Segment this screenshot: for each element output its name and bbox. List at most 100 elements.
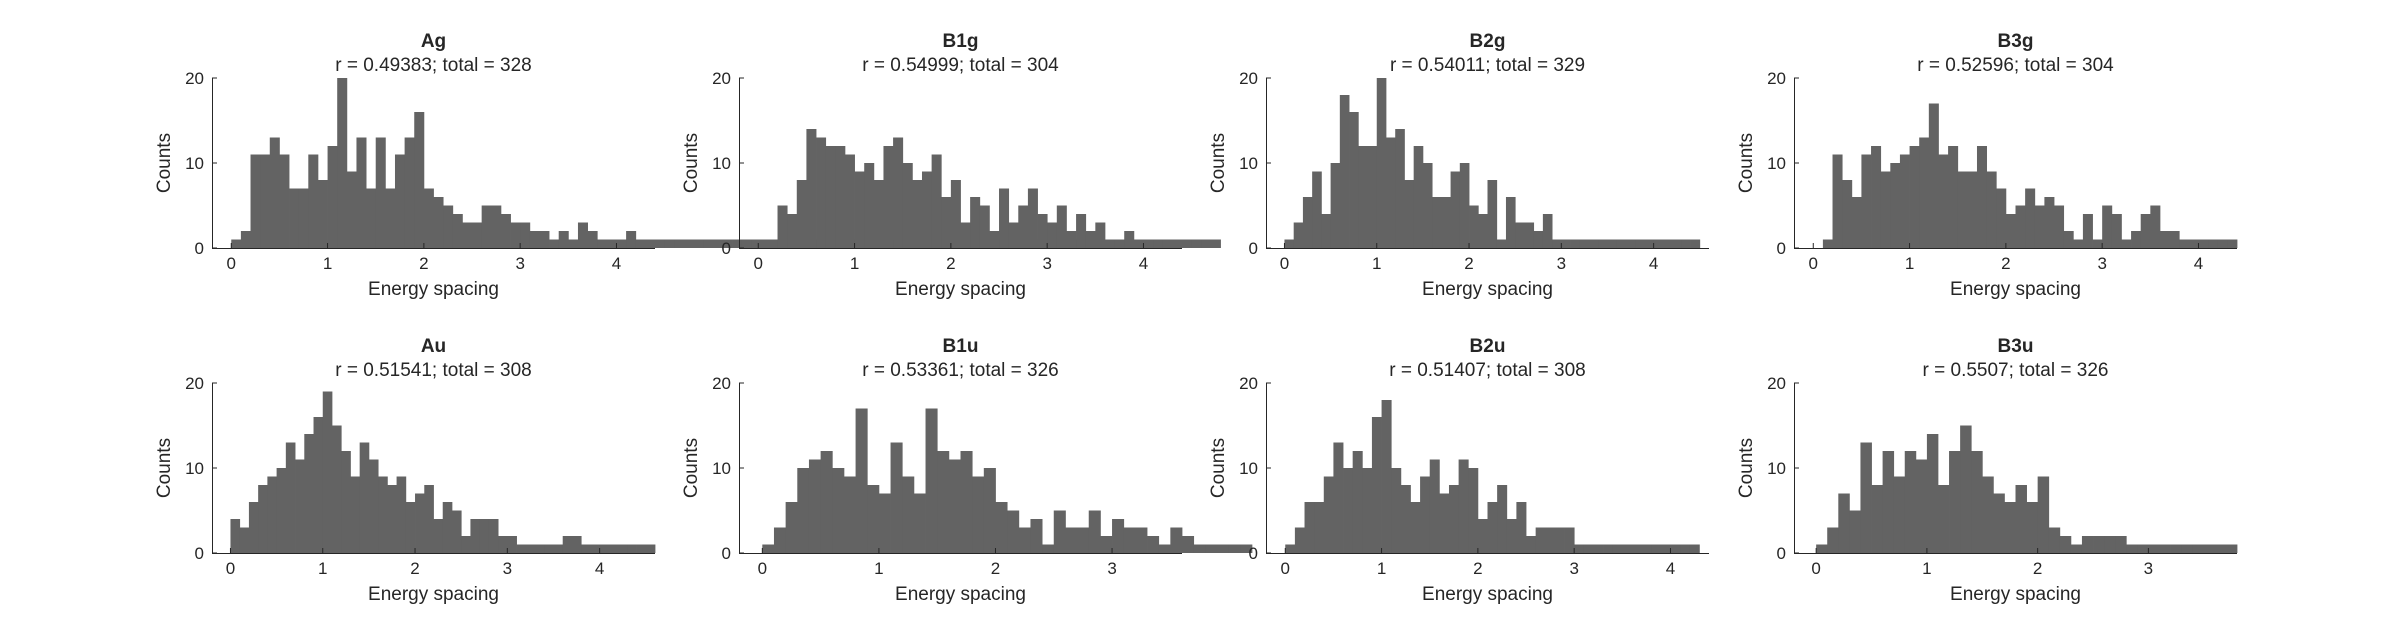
- y-tick-label: 10: [712, 459, 731, 478]
- histogram-bar: [2102, 205, 2113, 248]
- histogram-bar: [1114, 239, 1125, 248]
- x-tick-label: 3: [2144, 559, 2153, 578]
- histogram-bar: [1849, 510, 1861, 553]
- histogram-bar: [1871, 146, 1882, 248]
- histogram-bar: [1422, 163, 1433, 248]
- histogram-bar: [2159, 231, 2170, 248]
- histogram-bar: [873, 180, 884, 248]
- histogram-bar: [1871, 485, 1883, 553]
- histogram-bar: [267, 476, 278, 553]
- histogram-bar: [308, 154, 319, 248]
- histogram-bar: [606, 239, 617, 248]
- histogram-bar: [808, 459, 822, 553]
- chart-title: B3g: [1998, 31, 2034, 52]
- histogram-bar: [1201, 239, 1212, 248]
- histogram-bar: [1182, 536, 1195, 553]
- chart-title: Ag: [421, 31, 446, 52]
- histogram-bar: [1400, 485, 1411, 553]
- histogram-bar: [787, 214, 798, 248]
- histogram-bar: [1478, 214, 1488, 248]
- histogram-bar: [230, 519, 241, 553]
- histogram-bar: [405, 502, 416, 553]
- histogram-bar: [1593, 544, 1604, 553]
- histogram-bar: [1123, 527, 1136, 553]
- chart-subtitle: r = 0.49383; total = 328: [335, 55, 532, 76]
- histogram-bar: [864, 163, 875, 248]
- x-tick-label: 0: [754, 254, 763, 273]
- histogram-bar: [1904, 451, 1917, 553]
- histogram-bar: [322, 391, 333, 553]
- histogram-bar: [1413, 146, 1424, 248]
- histogram-bar: [925, 408, 938, 553]
- chart-subtitle: r = 0.51541; total = 308: [335, 360, 532, 381]
- histogram-bar: [2048, 527, 2061, 553]
- histogram-bar: [1371, 417, 1382, 553]
- histogram-bar: [760, 239, 771, 248]
- histogram-bar: [1552, 239, 1562, 248]
- histogram-bar: [1986, 171, 1997, 248]
- histogram-bar: [1240, 544, 1253, 553]
- histogram-bar: [1210, 239, 1221, 248]
- histogram-bar: [1077, 527, 1090, 553]
- histogram-bar: [785, 502, 798, 553]
- x-tick-label: 3: [1042, 254, 1051, 273]
- histogram-bar: [854, 171, 865, 248]
- histogram-bar: [327, 146, 338, 248]
- histogram-bar: [571, 536, 582, 553]
- histogram-bar: [1967, 171, 1978, 248]
- y-tick-label: 20: [712, 374, 731, 393]
- x-tick-label: 0: [758, 559, 767, 578]
- histogram-bar: [902, 476, 915, 553]
- histogram-bar: [1284, 239, 1295, 248]
- histogram-bar: [1928, 103, 1939, 248]
- histogram-bar: [655, 239, 666, 248]
- histogram-bar: [1882, 451, 1895, 553]
- histogram-bar: [2015, 205, 2026, 248]
- histogram-bar: [1330, 163, 1341, 248]
- histogram-bar: [1352, 451, 1363, 553]
- histogram-bar: [712, 239, 723, 248]
- histogram-bar: [2081, 536, 2094, 553]
- histogram-bar: [1362, 468, 1373, 553]
- histogram-bar: [1293, 222, 1304, 248]
- histogram-bar: [331, 425, 342, 553]
- histogram-bar: [1143, 239, 1154, 248]
- histogram-bar: [1607, 239, 1618, 248]
- chart-subtitle: r = 0.52596; total = 304: [1917, 55, 2114, 76]
- histogram-bar: [878, 493, 891, 553]
- histogram-bar: [558, 231, 569, 248]
- histogram-bar: [972, 476, 985, 553]
- histogram-bar: [1112, 519, 1125, 553]
- y-tick-label: 20: [1239, 374, 1258, 393]
- histogram-bar: [1570, 239, 1581, 248]
- histogram-bar: [1358, 146, 1368, 248]
- histogram-bar: [581, 544, 591, 553]
- histogram-bar: [1053, 510, 1066, 553]
- histogram-bar: [937, 451, 950, 553]
- histogram-bar: [2059, 536, 2072, 553]
- histogram-bar: [378, 476, 388, 553]
- histogram-bar: [948, 459, 961, 553]
- histogram-bar: [635, 239, 646, 248]
- x-tick-label: 3: [503, 559, 512, 578]
- x-tick-label: 2: [991, 559, 1000, 578]
- x-tick-label: 1: [323, 254, 332, 273]
- histogram-bar: [820, 451, 833, 553]
- histogram-bar: [2214, 544, 2227, 553]
- histogram-bar: [1816, 544, 1828, 553]
- histogram-bar: [1603, 544, 1614, 553]
- chart-title: B2g: [1470, 31, 1506, 52]
- histogram-bar: [741, 239, 752, 248]
- histogram-bar: [590, 544, 601, 553]
- histogram-bar: [516, 544, 527, 553]
- histogram-bar: [1085, 231, 1096, 248]
- x-tick-label: 1: [874, 559, 883, 578]
- histogram-bar: [1027, 188, 1038, 248]
- histogram-bar: [1681, 239, 1691, 248]
- histogram-bar: [1228, 544, 1241, 553]
- y-tick-label: 20: [1767, 69, 1786, 88]
- histogram-bar: [1561, 239, 1571, 248]
- histogram-bar: [1838, 493, 1850, 553]
- histogram-bar: [1304, 502, 1315, 553]
